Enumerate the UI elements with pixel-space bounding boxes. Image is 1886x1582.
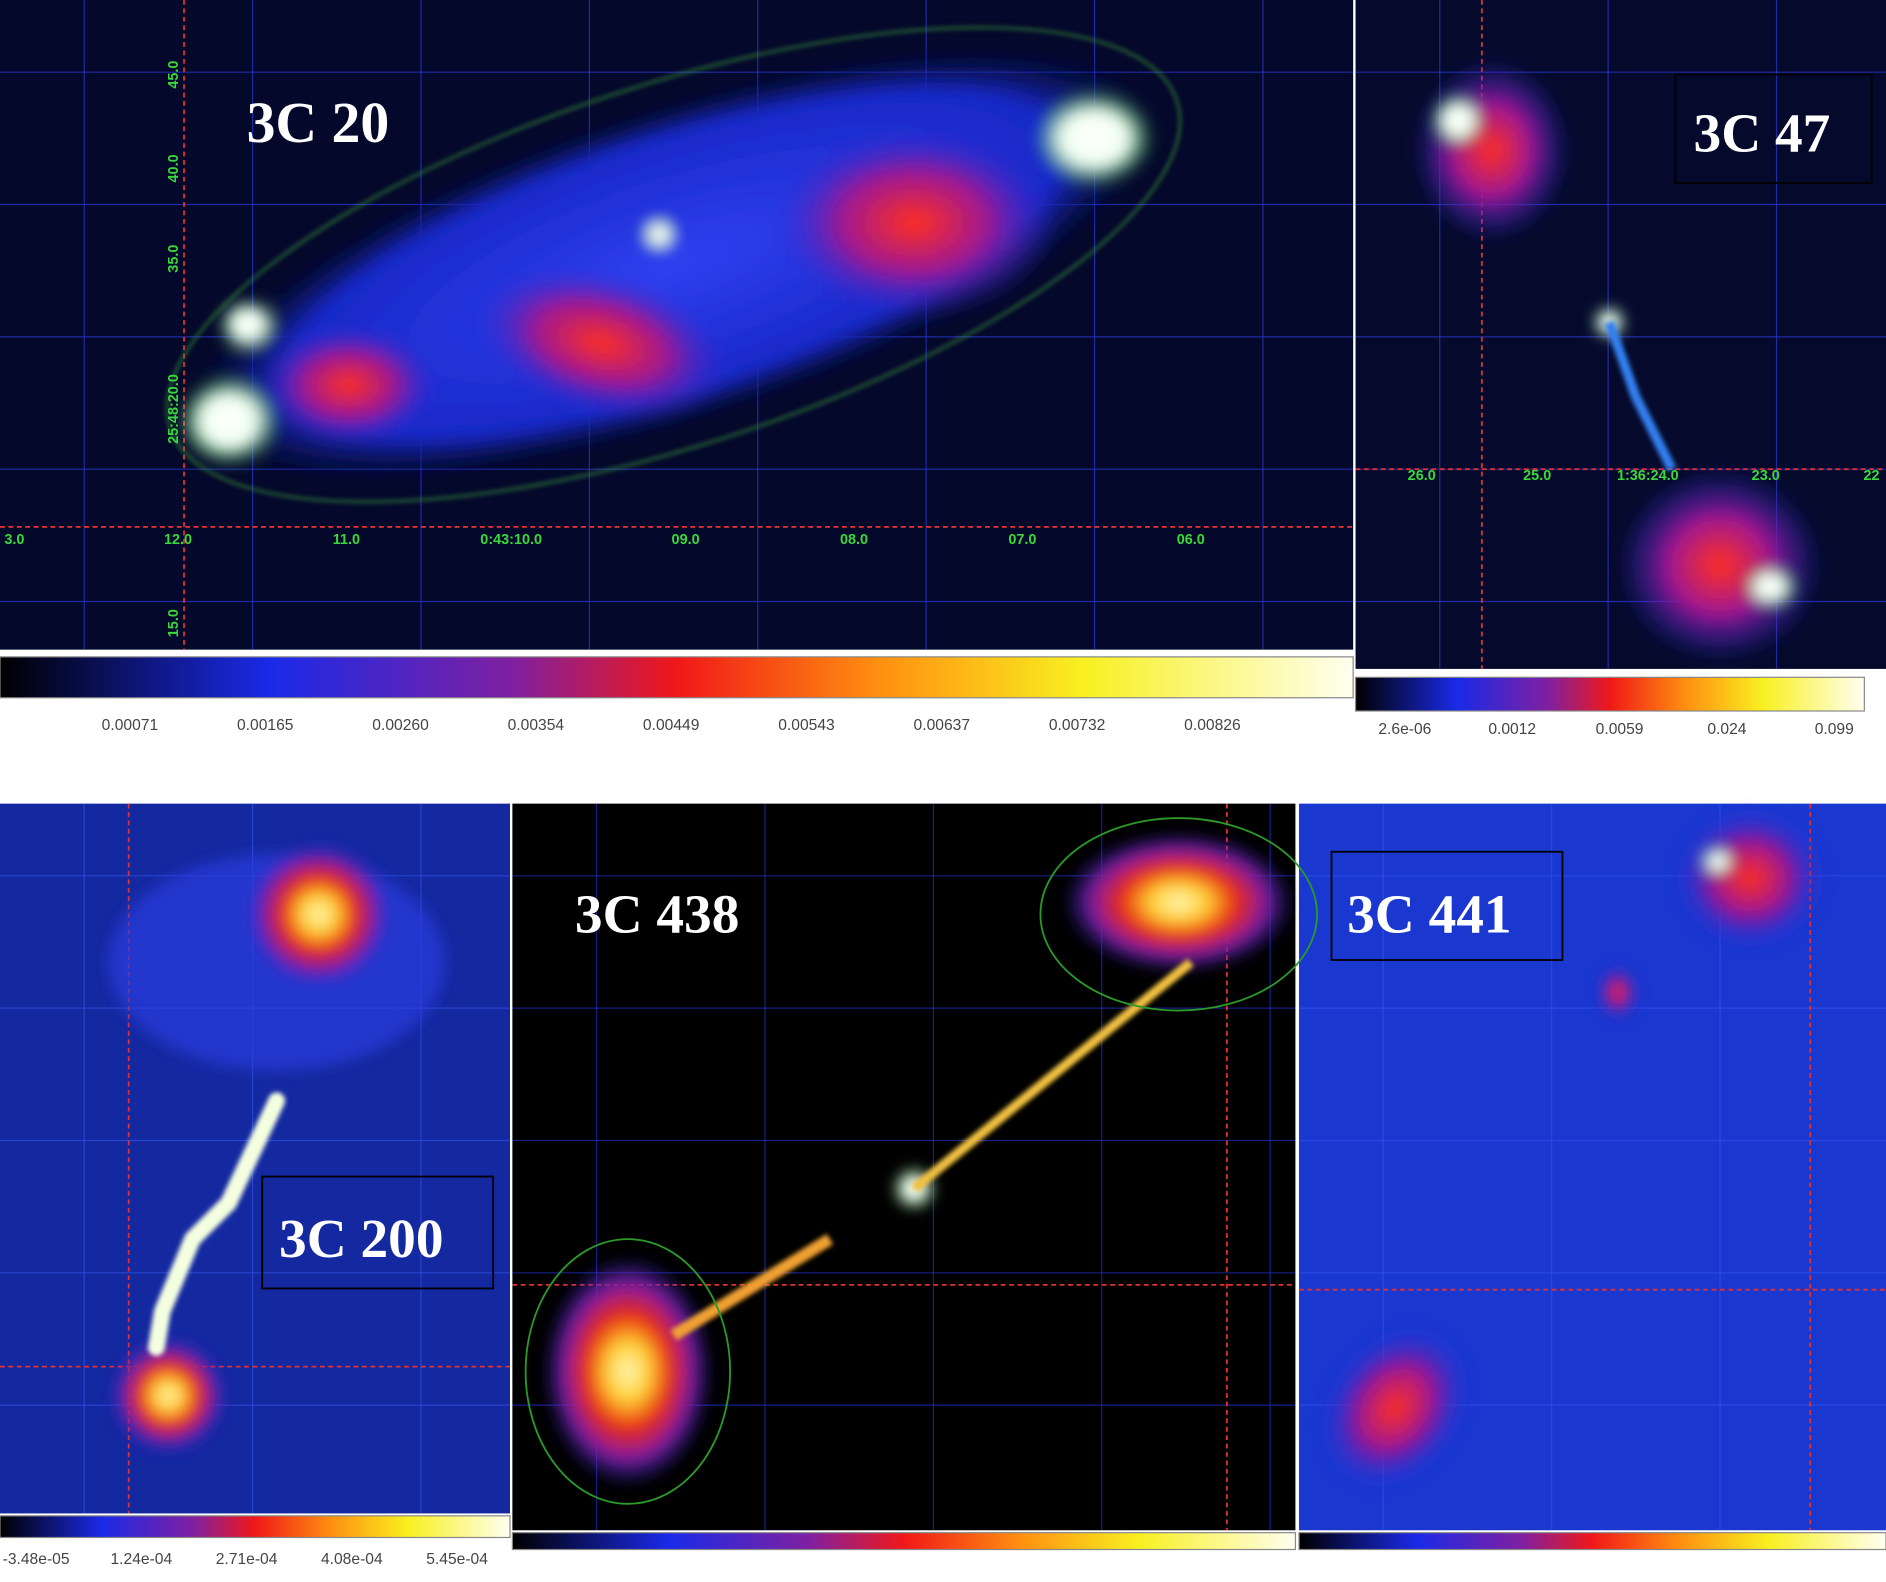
colorbar-tick-label: 0.00260 xyxy=(372,717,429,734)
colorbar-tick-label: 2.71e-04 xyxy=(216,1551,278,1568)
source-3c200 xyxy=(108,842,446,1454)
dec-tick-label: 35.0 xyxy=(166,245,182,273)
colorbar-tick-label: 5.45e-04 xyxy=(426,1551,488,1568)
colorbar-tick-label: 0.0059 xyxy=(1596,721,1644,738)
colorbar-tick-label: 0.024 xyxy=(1707,721,1746,738)
ra-tick-label: 1:36:24.0 xyxy=(1617,468,1679,484)
dec-tick-label: 15.0 xyxy=(166,609,182,637)
ra-tick-label: 11.0 xyxy=(333,532,360,548)
ra-tick-label: 22 xyxy=(1864,468,1880,484)
source-3c47 xyxy=(1413,60,1823,662)
colorbar-tick-label: 0.00165 xyxy=(237,717,294,734)
dec-tick-label: 45.0 xyxy=(166,61,182,89)
label-box xyxy=(1674,73,1873,184)
label-box xyxy=(261,1175,495,1290)
source-3c438 xyxy=(543,832,1294,1486)
source-label: 3C 20 xyxy=(247,92,390,155)
texts: 3C 20 0.00071 0.00165 0.00260 0.00354 0.00449… xyxy=(0,61,1886,1568)
colorbar xyxy=(1354,676,1865,712)
colorbar-tick-label: 0.00071 xyxy=(102,717,158,734)
colorbar-tick-label: 0.00543 xyxy=(778,717,834,734)
source-3c441 xyxy=(1321,808,1825,1489)
colorbar-tick-label: 0.00826 xyxy=(1184,717,1240,734)
colorbar-tick-label: 1.24e-04 xyxy=(110,1551,172,1568)
dec-tick-label: 40.0 xyxy=(166,154,182,182)
colorbar-tick-label: 2.6e-06 xyxy=(1378,721,1431,738)
source-label: 3C 200 xyxy=(279,1208,443,1269)
colorbar-tick-label: 0.00637 xyxy=(914,717,970,734)
colorbar-tick-label: 4.08e-04 xyxy=(321,1551,383,1568)
colorbar xyxy=(0,1515,511,1539)
ra-tick-label: 25.0 xyxy=(1523,468,1551,484)
label-box xyxy=(1330,850,1564,961)
ra-tick-label: 0:43:10.0 xyxy=(480,532,542,548)
dec-tick-label: 25:48:20.0 xyxy=(166,374,182,444)
colorbar xyxy=(0,656,1354,699)
source-label: 3C 438 xyxy=(575,883,739,944)
colorbar-tick-label: 0.00449 xyxy=(643,717,699,734)
colorbar xyxy=(1298,1532,1886,1551)
colorbar-tick-label: 0.0012 xyxy=(1488,721,1536,738)
source-label: 3C 441 xyxy=(1347,883,1511,944)
ra-tick-label: 26.0 xyxy=(1408,468,1436,484)
ra-tick-label: 3.0 xyxy=(4,532,24,548)
source-label: 3C 47 xyxy=(1694,103,1831,164)
colorbar-tick-label: -3.48e-05 xyxy=(3,1551,70,1568)
colorbar-tick-label: 0.00732 xyxy=(1049,717,1105,734)
emission xyxy=(108,26,1825,1505)
ra-tick-label: 08.0 xyxy=(840,532,868,548)
ra-tick-label: 12.0 xyxy=(164,532,192,548)
ra-tick-label: 07.0 xyxy=(1008,532,1036,548)
colorbar-tick-label: 0.099 xyxy=(1815,721,1854,738)
ra-tick-label: 06.0 xyxy=(1177,532,1205,548)
source-3c20 xyxy=(178,49,1157,481)
ra-tick-label: 09.0 xyxy=(672,532,700,548)
colorbar-tick-label: 0.00354 xyxy=(508,717,565,734)
ra-tick-label: 23.0 xyxy=(1752,468,1780,484)
colorbar xyxy=(511,1532,1297,1551)
